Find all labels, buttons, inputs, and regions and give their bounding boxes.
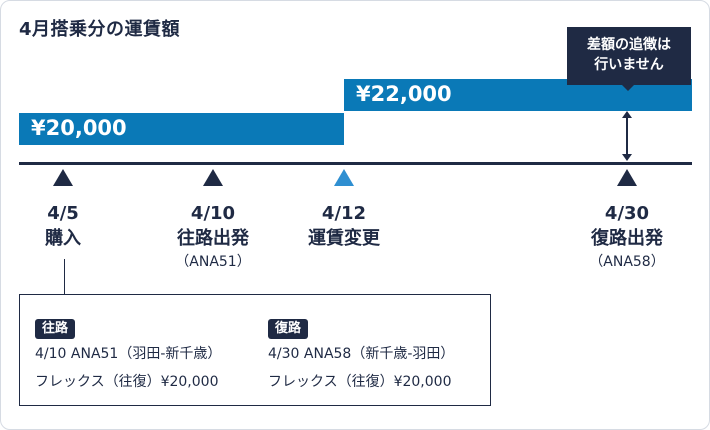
diagram-title: 4月搭乗分の運賃額 xyxy=(19,19,181,40)
return-fare: フレックス（往復）¥20,000 xyxy=(268,374,452,390)
event-date: 4/30 xyxy=(604,203,650,224)
event-marker-fare-change-icon xyxy=(334,169,354,186)
event-flight: （ANA51） xyxy=(175,254,251,270)
event-date: 4/5 xyxy=(47,203,79,224)
outbound-badge: 往路 xyxy=(35,319,76,339)
itinerary-outbound: 往路 4/10 ANA51（羽田-新千歳） フレックス（往復）¥20,000 xyxy=(35,317,221,391)
no-surcharge-callout: 差額の追徴は 行いません xyxy=(567,27,691,85)
event-date: 4/10 xyxy=(190,203,236,224)
timeline-axis xyxy=(19,162,692,165)
difference-double-arrow-icon xyxy=(622,111,632,161)
event-marker-purchase-icon xyxy=(53,169,73,186)
event-flight: （ANA58） xyxy=(589,254,665,270)
callout-tail-icon xyxy=(622,85,634,91)
purchase-connector-line xyxy=(64,259,65,295)
outbound-flight: 4/10 ANA51（羽田-新千歳） xyxy=(35,346,222,362)
callout-line1: 差額の追徴は xyxy=(587,37,671,53)
event-outbound: 4/10 往路出発 （ANA51） xyxy=(153,202,273,272)
fare-original-label: ¥20,000 xyxy=(31,116,127,140)
event-name: 復路出発 xyxy=(591,228,663,249)
outbound-fare: フレックス（往復）¥20,000 xyxy=(35,374,219,390)
event-name: 購入 xyxy=(45,228,81,249)
return-badge: 復路 xyxy=(268,319,309,339)
event-name: 往路出発 xyxy=(177,228,249,249)
event-date: 4/12 xyxy=(321,203,367,224)
fare-changed-label: ¥22,000 xyxy=(356,82,452,106)
event-marker-outbound-icon xyxy=(203,169,223,186)
fare-bar-original: ¥20,000 xyxy=(19,113,344,145)
callout-line2: 行いません xyxy=(594,57,664,73)
event-fare-change: 4/12 運賃変更 xyxy=(284,202,404,252)
itinerary-return: 復路 4/30 ANA58（新千歳-羽田） フレックス（往復）¥20,000 xyxy=(268,317,454,391)
event-marker-return-icon xyxy=(617,169,637,186)
itinerary-detail-box: 往路 4/10 ANA51（羽田-新千歳） フレックス（往復）¥20,000 復… xyxy=(19,294,491,406)
event-return: 4/30 復路出発 （ANA58） xyxy=(567,202,687,272)
return-flight: 4/30 ANA58（新千歳-羽田） xyxy=(268,346,455,362)
event-purchase: 4/5 購入 xyxy=(3,202,123,252)
event-name: 運賃変更 xyxy=(308,228,380,249)
